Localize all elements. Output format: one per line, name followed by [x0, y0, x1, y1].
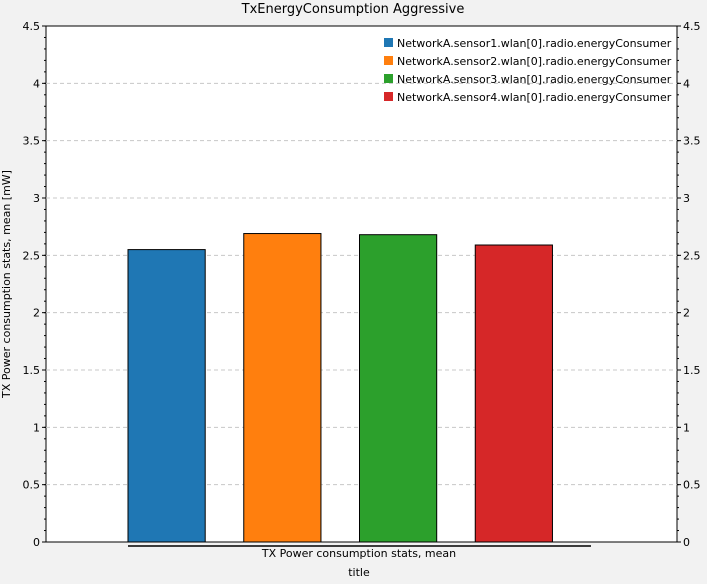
y-tick-label-left: 0	[33, 536, 40, 549]
legend-label: NetworkA.sensor3.wlan[0].radio.energyCon…	[397, 73, 672, 86]
y-tick-label-right: 4	[683, 77, 690, 90]
y-tick-label-left: 1.5	[23, 364, 41, 377]
y-tick-label-right: 0	[683, 536, 690, 549]
legend-swatch	[384, 56, 393, 65]
legend: NetworkA.sensor1.wlan[0].radio.energyCon…	[384, 37, 672, 104]
y-tick-label-left: 2	[33, 307, 40, 320]
y-tick-label-left: 3	[33, 192, 40, 205]
y-tick-label-left: 0.5	[23, 479, 41, 492]
legend-label: NetworkA.sensor2.wlan[0].radio.energyCon…	[397, 55, 672, 68]
y-tick-label-right: 3	[683, 192, 690, 205]
y-tick-label-left: 4.5	[23, 20, 41, 33]
legend-swatch	[384, 92, 393, 101]
legend-swatch	[384, 38, 393, 47]
x-axis-label: title	[348, 566, 370, 579]
y-tick-label-right: 2	[683, 307, 690, 320]
bar	[474, 244, 553, 543]
category-label: TX Power consumption stats, mean	[261, 547, 456, 560]
y-tick-label-right: 4.5	[683, 20, 701, 33]
y-tick-label-right: 3.5	[683, 135, 701, 148]
chart-title: TxEnergyConsumption Aggressive	[241, 2, 465, 17]
axis-layer: 0 0 0.5 0.5 1 1 1.5 1.5 2 2 2.5 2.5 3 3 3.5 3.5 4 4 4.5 4.5	[23, 20, 701, 549]
y-axis-label: TX Power consumption stats, mean [mW]	[0, 170, 13, 399]
bar	[127, 249, 206, 543]
y-tick-label-left: 1	[33, 421, 40, 434]
legend-label: NetworkA.sensor4.wlan[0].radio.energyCon…	[397, 91, 672, 104]
bar	[359, 234, 438, 543]
bar	[243, 233, 322, 543]
y-tick-label-left: 4	[33, 77, 40, 90]
y-tick-label-right: 1	[683, 421, 690, 434]
legend-label: NetworkA.sensor1.wlan[0].radio.energyCon…	[397, 37, 672, 50]
y-tick-label-left: 3.5	[23, 135, 41, 148]
y-tick-label-right: 2.5	[683, 249, 701, 262]
y-tick-label-right: 0.5	[683, 479, 701, 492]
y-tick-label-right: 1.5	[683, 364, 701, 377]
legend-swatch	[384, 74, 393, 83]
y-tick-label-left: 2.5	[23, 249, 41, 262]
bars-layer	[127, 233, 553, 543]
